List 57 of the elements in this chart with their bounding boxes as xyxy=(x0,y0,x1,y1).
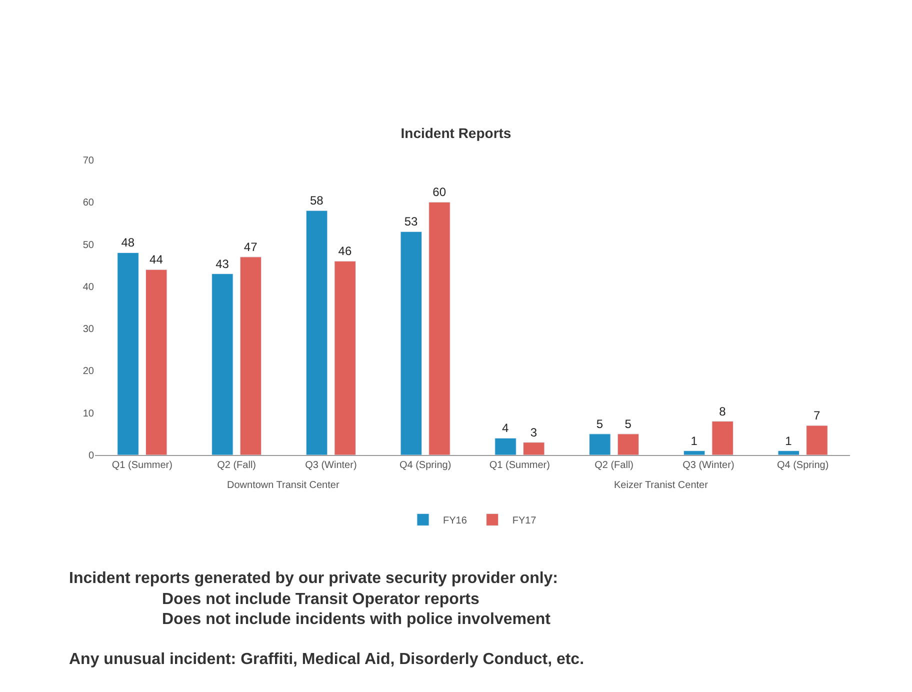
bar xyxy=(806,425,828,455)
x-tick-label: Q3 (Winter) xyxy=(682,460,734,471)
data-label: 1 xyxy=(785,434,792,448)
data-label: 8 xyxy=(719,404,726,418)
chart-title: Incident Reports xyxy=(400,124,512,141)
bar xyxy=(212,274,234,455)
bar xyxy=(617,434,640,455)
data-label: 46 xyxy=(338,244,352,258)
x-tick-label: Q1 (Summer) xyxy=(112,460,172,471)
x-tick-label: Q2 (Fall) xyxy=(217,460,256,471)
x-tick-label: Q2 (Fall) xyxy=(594,460,634,471)
bar xyxy=(522,442,545,455)
x-tick-label: Q4 (Spring) xyxy=(776,460,829,471)
x-tick-label: Q4 (Spring) xyxy=(399,460,452,471)
data-label: 60 xyxy=(432,185,446,200)
data-label: 47 xyxy=(244,240,258,254)
y-tick-label: 50 xyxy=(82,240,94,251)
x-tick-label: Q3 (Winter) xyxy=(305,460,357,471)
y-tick-label: 60 xyxy=(82,198,94,209)
text: Any unusual incident: Graffiti, Medical Aid, Disorderly Conduct, etc. xyxy=(69,651,584,668)
y-tick-label: 70 xyxy=(82,156,94,166)
bar xyxy=(240,256,262,455)
x-tick-label: Q1 (Summer) xyxy=(489,460,550,471)
data-label: 5 xyxy=(596,416,604,431)
bar xyxy=(428,202,450,455)
bar xyxy=(778,450,800,455)
text: Downtown Transit Center xyxy=(227,480,340,491)
data-label: 48 xyxy=(121,236,135,250)
data-label: 4 xyxy=(502,421,510,436)
bar xyxy=(683,450,706,455)
bar xyxy=(117,252,139,455)
y-tick-label: 20 xyxy=(82,366,94,378)
bar xyxy=(494,438,516,455)
bar xyxy=(712,421,734,455)
text: Does not include incidents with police involvement xyxy=(162,611,552,628)
bar xyxy=(145,269,168,455)
bar xyxy=(589,434,611,455)
y-tick-label: 40 xyxy=(82,282,94,293)
data-label: 5 xyxy=(624,416,632,431)
data-label: 58 xyxy=(310,194,324,208)
y-tick-label: 10 xyxy=(82,408,94,420)
data-label: 53 xyxy=(404,214,418,229)
data-label: 1 xyxy=(690,434,698,448)
text: Does not include Transit Operator reports xyxy=(162,591,480,608)
bar xyxy=(400,231,422,455)
data-label: 3 xyxy=(530,425,538,440)
legend-label: FY16 xyxy=(443,516,468,527)
bar xyxy=(306,210,328,455)
data-label: 7 xyxy=(813,408,820,422)
text: Keizer Tranist Center xyxy=(614,480,709,491)
data-label: 44 xyxy=(150,252,164,267)
text: Incident reports generated by our private security provider only: xyxy=(69,570,558,587)
bar xyxy=(334,260,356,455)
data-label: 43 xyxy=(216,256,230,271)
y-tick-label: 30 xyxy=(82,324,94,336)
legend-label: FY17 xyxy=(512,516,537,527)
y-tick-label: 0 xyxy=(88,450,94,462)
